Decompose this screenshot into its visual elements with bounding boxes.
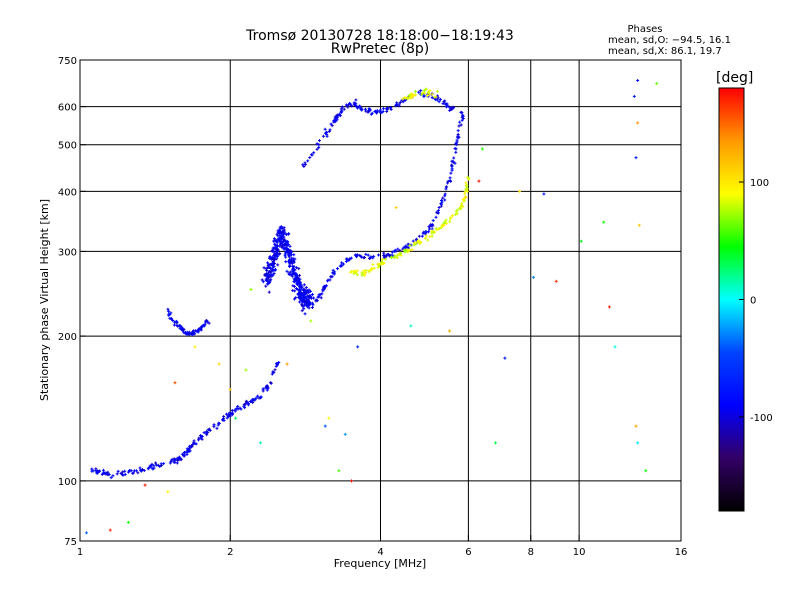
- y-tick-label: 200: [58, 332, 77, 343]
- x-axis-label: Frequency [MHz]: [334, 557, 426, 570]
- x-tick-label: 16: [675, 547, 688, 558]
- y-tick-label: 500: [58, 141, 77, 152]
- y-tick-label: 100: [58, 477, 77, 488]
- phases-heading: Phases: [627, 24, 662, 35]
- data-points: [84, 78, 659, 535]
- grid-lines: [80, 60, 681, 541]
- y-axis-label: Stationary phase Virtual Height [km]: [38, 199, 51, 401]
- colorbar-tick-label: -100: [750, 413, 773, 424]
- y-tick-label: 600: [58, 103, 77, 114]
- x-tick-label: 2: [227, 547, 233, 558]
- x-tick-label: 1: [77, 547, 83, 558]
- x-axis-ticks: 1 2 4 6 8 10 16: [77, 535, 688, 558]
- y-axis-ticks: 75 100 200 300 400 500 600 750: [58, 56, 86, 548]
- chart-title: Tromsø 20130728 18:18:00−18:19:43: [245, 28, 514, 44]
- x-tick-label: 6: [465, 547, 471, 558]
- colorbar-label: [deg]: [716, 70, 753, 86]
- x-tick-label: 4: [377, 547, 383, 558]
- colorbar-tick-label: 100: [750, 178, 769, 189]
- phase-x-stats: mean, sd,X: 86.1, 19.7: [608, 46, 722, 57]
- x-tick-label: 10: [573, 547, 586, 558]
- colorbar-tick-label: 0: [750, 296, 756, 307]
- x-tick-label: 8: [528, 547, 534, 558]
- colorbar-ticks: 100 0 -100: [739, 178, 773, 424]
- y-tick-label: 300: [58, 247, 77, 258]
- chart-subtitle: RwPretec (8p): [331, 41, 429, 57]
- y-tick-label: 400: [58, 187, 77, 198]
- phase-o-stats: mean, sd,O: −94.5, 16.1: [608, 35, 731, 46]
- y-tick-label: 75: [64, 537, 77, 548]
- y-tick-label: 750: [58, 56, 77, 67]
